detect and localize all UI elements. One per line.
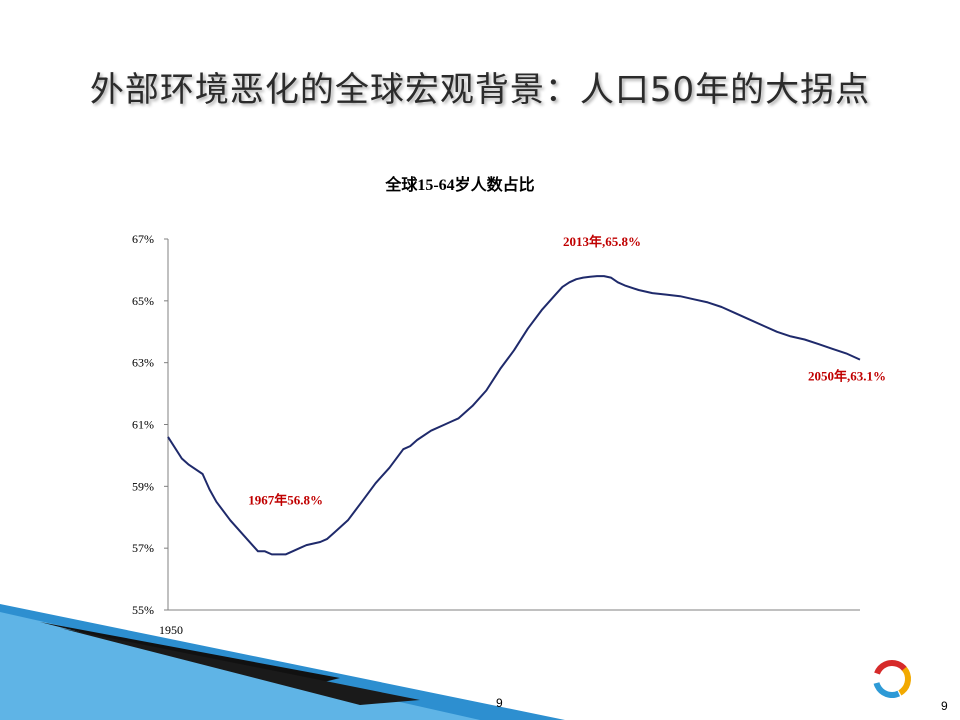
- page-number-right: 9: [941, 699, 948, 713]
- chart-title: 全球15-64岁人数占比: [384, 175, 534, 194]
- page-number-center: 9: [496, 696, 503, 710]
- y-tick-label: 65%: [132, 294, 154, 308]
- slide-title: 外部环境恶化的全球宏观背景：人口50年的大拐点: [89, 70, 871, 110]
- data-label: 1967年56.8%: [248, 492, 323, 507]
- logo-icon: [872, 660, 911, 698]
- y-tick-label: 57%: [132, 541, 154, 555]
- chart-annotations: 1967年56.8% 2013年,65.8% 2050年,63.1%: [248, 234, 886, 507]
- y-tick-label: 59%: [132, 479, 154, 493]
- y-tick-label: 61%: [132, 418, 154, 432]
- corner-decoration: [0, 604, 565, 720]
- chart-axes: 55% 57% 59% 61% 63% 65% 67% 1950: [132, 232, 860, 637]
- data-label: 2050年,63.1%: [808, 369, 886, 384]
- x-tick-label: 1950: [159, 623, 183, 637]
- y-tick-label: 55%: [132, 603, 154, 617]
- y-tick-label: 67%: [132, 232, 154, 246]
- chart-series: [167, 275, 861, 556]
- y-tick-label: 63%: [132, 356, 154, 370]
- data-label: 2013年,65.8%: [563, 234, 641, 249]
- series-line: [167, 275, 861, 556]
